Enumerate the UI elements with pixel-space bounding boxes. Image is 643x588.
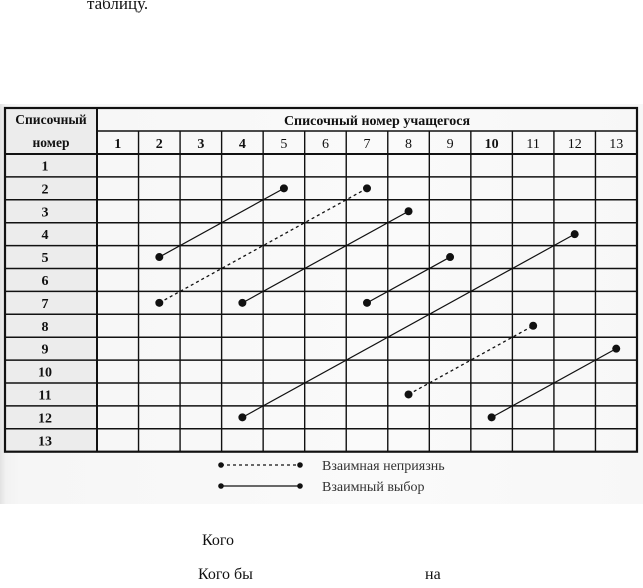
row-label: 6 [42, 274, 49, 289]
bottom-text-2b: на [425, 566, 441, 583]
row-label: 1 [42, 159, 49, 174]
scan-background [0, 104, 643, 504]
table-border [3, 106, 639, 453]
link-dot [155, 253, 164, 262]
bottom-text-2a: Кого бы [198, 566, 253, 583]
legend-dislike-dot-a [218, 462, 224, 468]
row-label: 11 [38, 388, 51, 403]
row-label: 5 [42, 251, 49, 266]
column-label: 13 [609, 137, 623, 152]
top-text: таблицу. [87, 0, 149, 13]
column-label: 4 [239, 137, 246, 152]
row-label: 7 [42, 297, 49, 312]
row-label: 13 [38, 434, 52, 449]
column-label: 8 [405, 137, 412, 152]
legend-mutual-label: Взаимный выбор [322, 480, 424, 495]
column-labels: 1 2 3 4 5 6 7 8 9 10 11 12 13 [114, 137, 623, 152]
column-label: 9 [447, 137, 454, 152]
links [155, 184, 621, 422]
legend-dislike-label: Взаимная неприязнь [322, 459, 445, 474]
link-dot [529, 321, 538, 330]
row-label: 10 [38, 366, 52, 381]
table-headers: Списочный номер Списочный номер учащегос… [15, 112, 470, 150]
mutual-line [242, 233, 575, 418]
link-dot [238, 413, 247, 422]
row-label: 2 [42, 182, 49, 197]
link-dot [612, 344, 621, 353]
column-label: 1 [114, 137, 121, 152]
label-band [5, 108, 97, 452]
column-label: 11 [526, 137, 539, 152]
column-label: 3 [197, 137, 204, 152]
link-dot [155, 298, 164, 307]
bottom-text-1: Кого [202, 532, 235, 549]
table-grid [3, 106, 639, 453]
mutual-line [366, 256, 451, 304]
link-dot [570, 230, 579, 239]
legend-mutual-dot-a [218, 483, 224, 489]
header-left-line1: Списочный [15, 112, 87, 127]
row-label: 9 [42, 343, 49, 358]
row-label: 8 [42, 320, 49, 335]
column-label: 7 [364, 137, 371, 152]
column-label: 6 [322, 137, 329, 152]
link-dot [363, 184, 371, 193]
legend: Взаимная неприязнь Взаимный выбор [218, 459, 445, 495]
link-dot [404, 207, 413, 216]
column-label: 12 [568, 137, 582, 152]
column-label: 10 [485, 137, 499, 152]
link-dot [363, 298, 371, 307]
mutual-line [159, 187, 285, 258]
mutual-line [242, 210, 409, 304]
link-dot [487, 413, 496, 422]
row-label: 4 [42, 228, 49, 243]
legend-dislike-dot-b [297, 462, 303, 468]
row-label: 12 [38, 411, 52, 426]
mutual-line [491, 348, 617, 418]
link-dot [446, 253, 455, 262]
link-dot [238, 298, 247, 307]
legend-mutual-dot-b [297, 483, 303, 489]
row-label: 3 [42, 205, 49, 220]
link-dot [404, 390, 413, 399]
column-label: 5 [280, 137, 287, 152]
link-dot [279, 184, 288, 193]
header-top: Списочный номер учащегося [284, 114, 471, 129]
column-label: 2 [156, 137, 163, 152]
header-left-line2: номер [33, 135, 70, 150]
